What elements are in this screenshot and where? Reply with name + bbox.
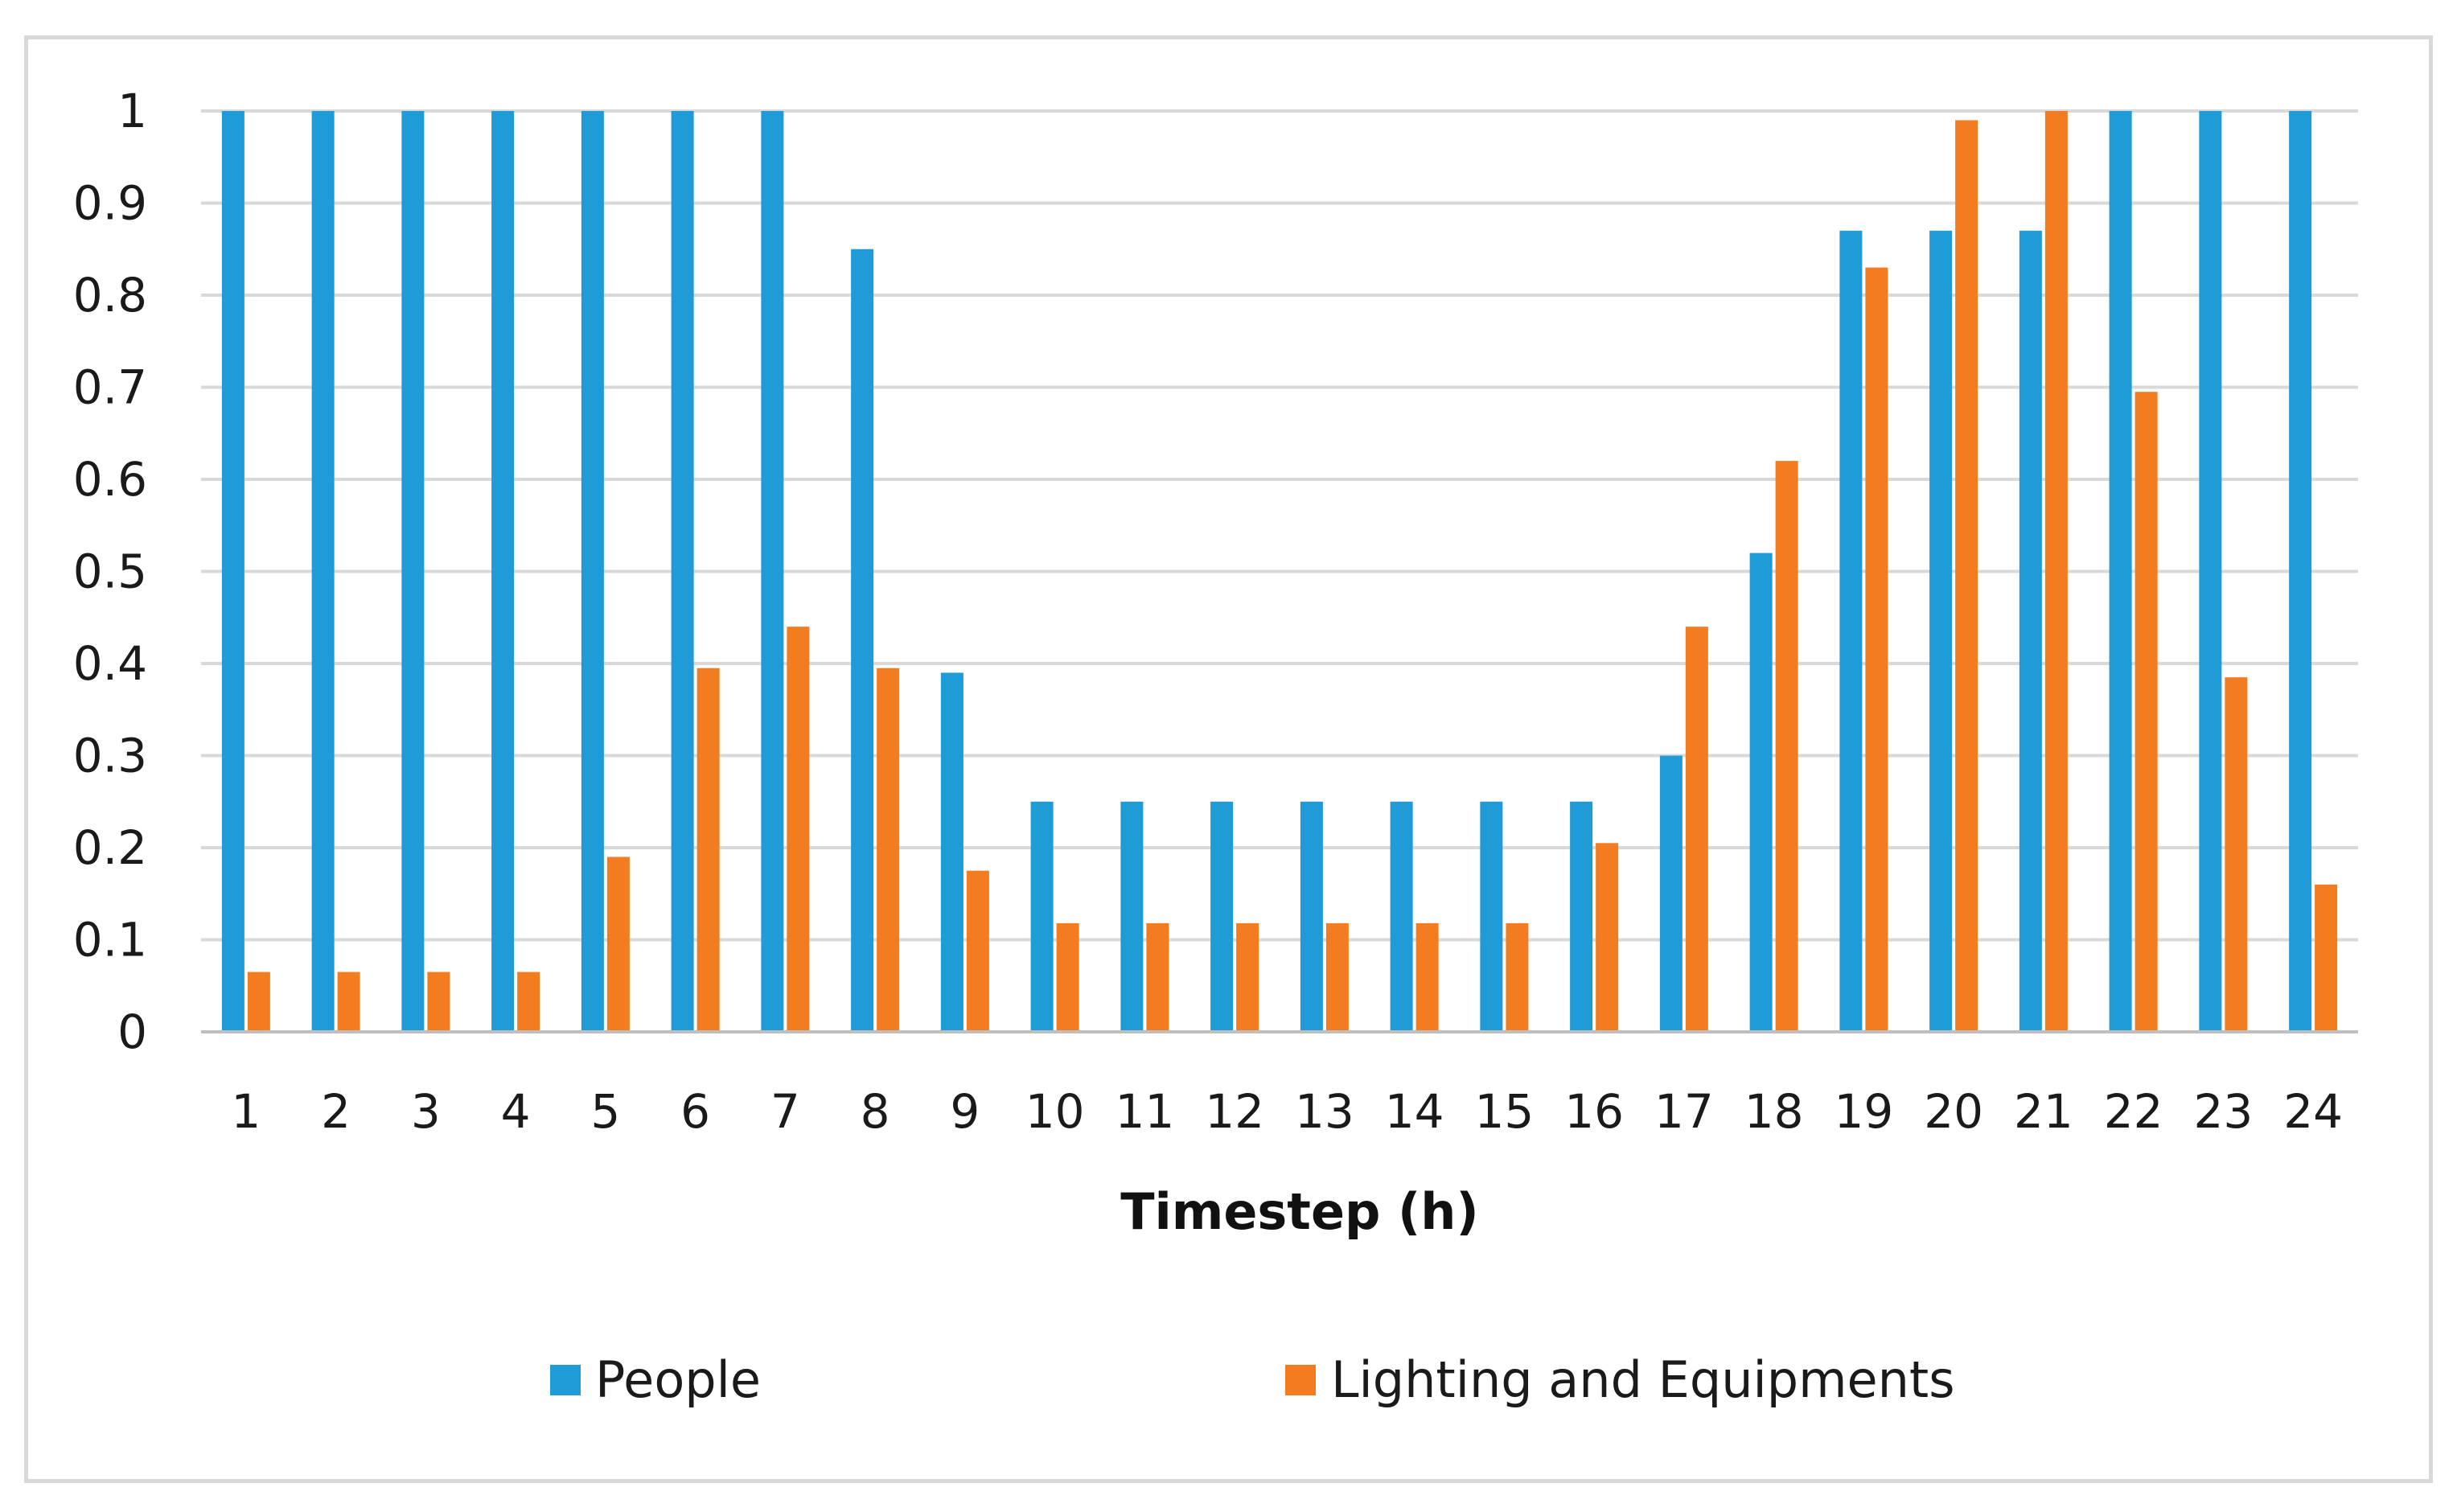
bar-people bbox=[851, 249, 874, 1032]
x-tick-label: 24 bbox=[2283, 1084, 2343, 1139]
bar-people bbox=[1480, 801, 1503, 1032]
bar-lighting-equipments bbox=[337, 972, 360, 1032]
y-tick-label: 0.8 bbox=[73, 268, 147, 323]
bar-people bbox=[2199, 111, 2222, 1032]
x-tick-label: 8 bbox=[861, 1084, 890, 1139]
x-axis-title: Timestep (h) bbox=[1120, 1182, 1479, 1241]
bar-people bbox=[1120, 801, 1144, 1032]
x-tick-label: 23 bbox=[2193, 1084, 2253, 1139]
gridlines bbox=[201, 109, 2358, 942]
legend-label-people: People bbox=[595, 1350, 761, 1409]
x-tick-label: 19 bbox=[1834, 1084, 1893, 1139]
x-tick-label: 6 bbox=[680, 1084, 710, 1139]
x-tick-label: 4 bbox=[501, 1084, 531, 1139]
bar-people bbox=[2019, 230, 2042, 1033]
y-axis-ticks: 0 0.1 0.2 0.3 0.4 0.5 0.6 0.7 0.8 0.9 1 bbox=[73, 84, 147, 1059]
y-tick-label: 0.5 bbox=[73, 544, 147, 599]
bar-people bbox=[1659, 755, 1683, 1032]
bar-people bbox=[1749, 553, 1773, 1032]
x-tick-label: 1 bbox=[231, 1084, 261, 1139]
y-tick-label: 0 bbox=[117, 1005, 147, 1059]
x-tick-label: 11 bbox=[1115, 1084, 1174, 1139]
bar-people bbox=[1300, 801, 1323, 1032]
x-tick-label: 21 bbox=[2014, 1084, 2073, 1139]
bar-lighting-equipments bbox=[1596, 843, 1619, 1032]
bar-lighting-equipments bbox=[427, 972, 450, 1032]
x-tick-label: 14 bbox=[1385, 1084, 1444, 1139]
bar-lighting-equipments bbox=[1325, 922, 1349, 1032]
bar-lighting-equipments bbox=[247, 972, 270, 1032]
x-tick-label: 16 bbox=[1564, 1084, 1624, 1139]
bar-people bbox=[491, 111, 515, 1032]
bar-lighting-equipments bbox=[2134, 392, 2158, 1033]
bar-people bbox=[311, 111, 335, 1032]
x-tick-label: 12 bbox=[1205, 1084, 1264, 1139]
bar-people bbox=[2109, 111, 2132, 1032]
bar-people bbox=[401, 111, 425, 1032]
x-tick-label: 5 bbox=[590, 1084, 620, 1139]
x-tick-label: 17 bbox=[1654, 1084, 1714, 1139]
bar-lighting-equipments bbox=[966, 870, 989, 1032]
bar-lighting-equipments bbox=[1415, 922, 1439, 1032]
bars bbox=[221, 111, 2338, 1033]
y-tick-label: 1 bbox=[117, 84, 147, 138]
bar-lighting-equipments bbox=[1056, 922, 1079, 1032]
x-tick-label: 20 bbox=[1924, 1084, 1983, 1139]
y-tick-label: 0.3 bbox=[73, 729, 147, 783]
x-tick-label: 3 bbox=[411, 1084, 441, 1139]
bar-people bbox=[1839, 230, 1863, 1033]
y-tick-label: 0.6 bbox=[73, 452, 147, 507]
bar-people bbox=[940, 672, 963, 1032]
legend-label-lighting-equipments: Lighting and Equipments bbox=[1331, 1350, 1955, 1409]
bar-lighting-equipments bbox=[2225, 677, 2248, 1032]
bar-people bbox=[581, 111, 604, 1032]
bar-lighting-equipments bbox=[1685, 627, 1708, 1032]
bar-lighting-equipments bbox=[877, 668, 900, 1032]
bar-people bbox=[221, 111, 244, 1032]
x-tick-label: 7 bbox=[770, 1084, 800, 1139]
bar-people bbox=[1570, 801, 1593, 1032]
bar-lighting-equipments bbox=[696, 668, 720, 1032]
bar-lighting-equipments bbox=[2315, 884, 2338, 1032]
bar-lighting-equipments bbox=[1865, 267, 1888, 1032]
bar-lighting-equipments bbox=[1146, 922, 1169, 1032]
bar-people bbox=[1030, 801, 1054, 1032]
y-tick-label: 0.9 bbox=[73, 176, 147, 231]
legend: People Lighting and Equipments bbox=[550, 1350, 1955, 1409]
bar-people bbox=[1390, 801, 1413, 1032]
bar-people bbox=[1929, 230, 1953, 1033]
bar-lighting-equipments bbox=[1506, 922, 1529, 1032]
legend-swatch-people bbox=[550, 1365, 581, 1395]
x-axis-ticks: 1 2 3 4 5 6 7 8 9 10 11 12 13 14 15 16 17 18 19 20 21 22 23 24 bbox=[231, 1084, 2343, 1139]
bar-people bbox=[761, 111, 784, 1032]
y-tick-label: 0.2 bbox=[73, 820, 147, 875]
bar-lighting-equipments bbox=[1955, 120, 1978, 1033]
x-tick-label: 15 bbox=[1474, 1084, 1534, 1139]
x-tick-label: 10 bbox=[1025, 1084, 1085, 1139]
bar-lighting-equipments bbox=[606, 857, 630, 1032]
y-tick-label: 0.1 bbox=[73, 913, 147, 968]
x-tick-label: 2 bbox=[321, 1084, 351, 1139]
legend-swatch-lighting-equipments bbox=[1285, 1365, 1316, 1395]
bar-people bbox=[2289, 111, 2312, 1032]
bar-lighting-equipments bbox=[517, 972, 540, 1032]
bar-lighting-equipments bbox=[2044, 111, 2068, 1032]
bar-lighting-equipments bbox=[1775, 461, 1798, 1032]
bar-people bbox=[671, 111, 694, 1032]
y-tick-label: 0.7 bbox=[73, 360, 147, 415]
y-tick-label: 0.4 bbox=[73, 636, 147, 691]
bar-lighting-equipments bbox=[787, 627, 810, 1032]
x-tick-label: 22 bbox=[2104, 1084, 2163, 1139]
x-tick-label: 9 bbox=[950, 1084, 980, 1139]
x-tick-label: 18 bbox=[1744, 1084, 1804, 1139]
bar-lighting-equipments bbox=[1236, 922, 1259, 1032]
x-tick-label: 13 bbox=[1295, 1084, 1354, 1139]
bar-people bbox=[1210, 801, 1234, 1032]
